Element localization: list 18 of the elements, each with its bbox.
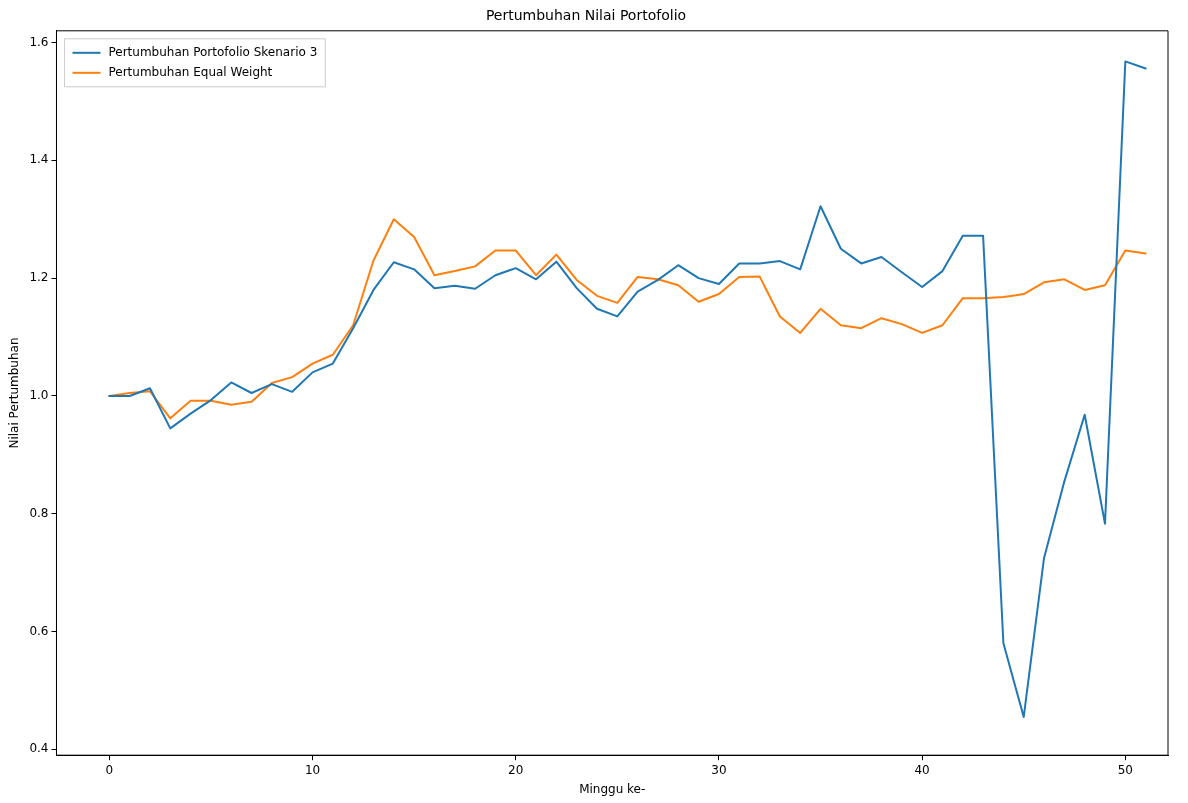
x-tick-label: 30 [711,762,727,777]
y-tick-label: 0.4 [29,741,49,756]
chart-title: Pertumbuhan Nilai Portofolio [485,7,687,24]
x-tick-label: 0 [105,762,114,777]
y-tick-label: 0.8 [29,505,49,520]
x-tick-label: 20 [508,762,524,777]
y-tick-label: 0.6 [29,623,49,638]
y-tick-label: 1.0 [29,388,49,403]
y-tick-label: 1.4 [29,152,49,167]
legend-label: Pertumbuhan Portofolio Skenario 3 [108,44,318,59]
legend-label: Pertumbuhan Equal Weight [108,64,273,79]
x-tick-label: 50 [1117,762,1133,777]
x-tick-label: 10 [304,762,321,777]
y-tick-label: 1.6 [29,34,49,49]
x-tick-label: 40 [914,762,930,777]
y-tick-label: 1.2 [29,270,49,285]
x-axis-title: Minggu ke- [579,781,646,796]
y-axis-title: Nilai Pertumbuhan [7,337,22,449]
